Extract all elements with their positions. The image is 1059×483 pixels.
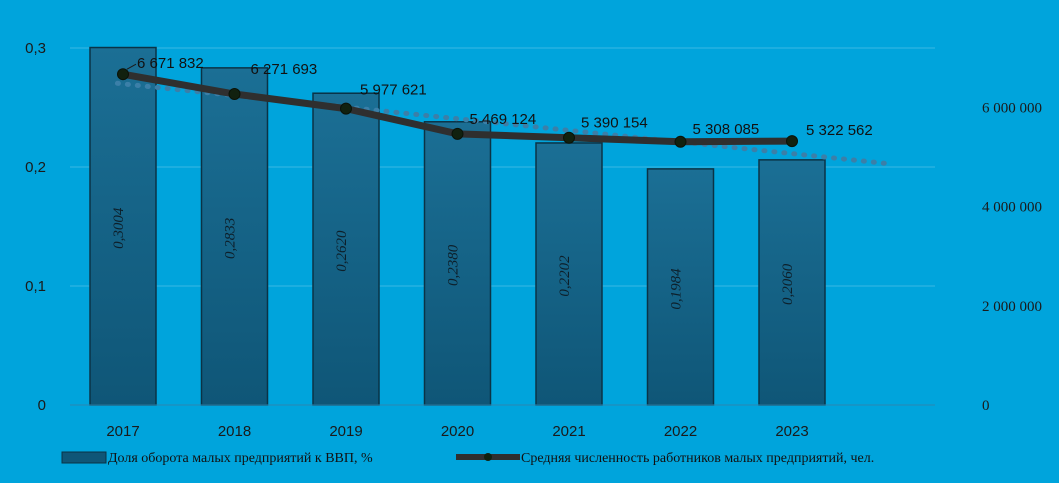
bar	[423, 121, 492, 406]
line-value-label: 5 390 154	[581, 115, 648, 132]
line-point	[674, 135, 687, 148]
x-tick-label: 2020	[441, 423, 474, 440]
axes: 0 0,1 0,2 0,3 0 2 000 000 4 000 000 6 000 000 20…	[25, 40, 1042, 440]
bar-value-label: 0,2060	[780, 263, 796, 305]
legend-bar-label: Доля оборота малых предприятий к ВВП, %	[108, 451, 373, 466]
line-value-label: 6 271 693	[251, 61, 318, 78]
line-point	[340, 102, 352, 115]
y-right-tick-label: 2 000 000	[982, 299, 1042, 315]
bar	[312, 92, 380, 406]
y-right-tick-label: 0	[982, 398, 990, 414]
line-value-label: 5 308 085	[693, 121, 760, 138]
legend-line-marker	[484, 453, 492, 461]
line-point	[228, 88, 241, 101]
bar-value-label: 0,1984	[669, 268, 685, 310]
legend: Доля оборота малых предприятий к ВВП, % С…	[61, 451, 874, 466]
bar	[89, 46, 157, 406]
bar-series: 0,3004 0,2833 0,2620 0,2380 0,2202 0,1984 0,20…	[89, 46, 826, 406]
x-tick-label: 2018	[218, 423, 251, 440]
legend-line-label: Средняя численность работников малых пре…	[521, 451, 874, 466]
x-tick-label: 2021	[552, 423, 585, 440]
line-point	[563, 131, 575, 144]
bar	[200, 67, 269, 406]
bar-value-label: 0,2620	[334, 230, 350, 272]
bar	[535, 142, 603, 406]
line-value-label: 5 469 124	[470, 111, 537, 128]
legend-bar-swatch	[61, 451, 107, 464]
y-left-tick-label: 0,1	[25, 278, 46, 295]
x-tick-label: 2022	[664, 423, 697, 440]
label-leader-line	[126, 63, 137, 70]
y-right-tick-label: 6 000 000	[982, 101, 1042, 117]
line-point	[451, 127, 464, 140]
line-value-label: 5 322 562	[806, 122, 873, 139]
y-left-tick-label: 0,2	[25, 159, 46, 176]
bar	[646, 168, 715, 406]
bar-value-label: 0,3004	[111, 207, 127, 249]
line-point	[786, 135, 798, 148]
x-tick-label: 2019	[329, 423, 362, 440]
bar	[758, 159, 826, 406]
bar-value-label: 0,2833	[223, 218, 239, 259]
x-tick-label: 2023	[775, 423, 808, 440]
x-tick-label: 2017	[106, 423, 139, 440]
y-left-tick-label: 0,3	[25, 40, 46, 57]
line-value-label: 5 977 621	[360, 82, 427, 99]
bar-value-label: 0,2380	[446, 244, 462, 286]
line-value-label: 6 671 832	[137, 55, 204, 72]
line-series: 6 671 832 6 271 693 5 977 621 5 469 124 5 39…	[117, 55, 873, 148]
line-point	[117, 68, 129, 81]
y-right-tick-label: 4 000 000	[982, 200, 1042, 216]
bar-value-label: 0,2202	[557, 255, 573, 297]
y-left-tick-label: 0	[38, 397, 46, 414]
